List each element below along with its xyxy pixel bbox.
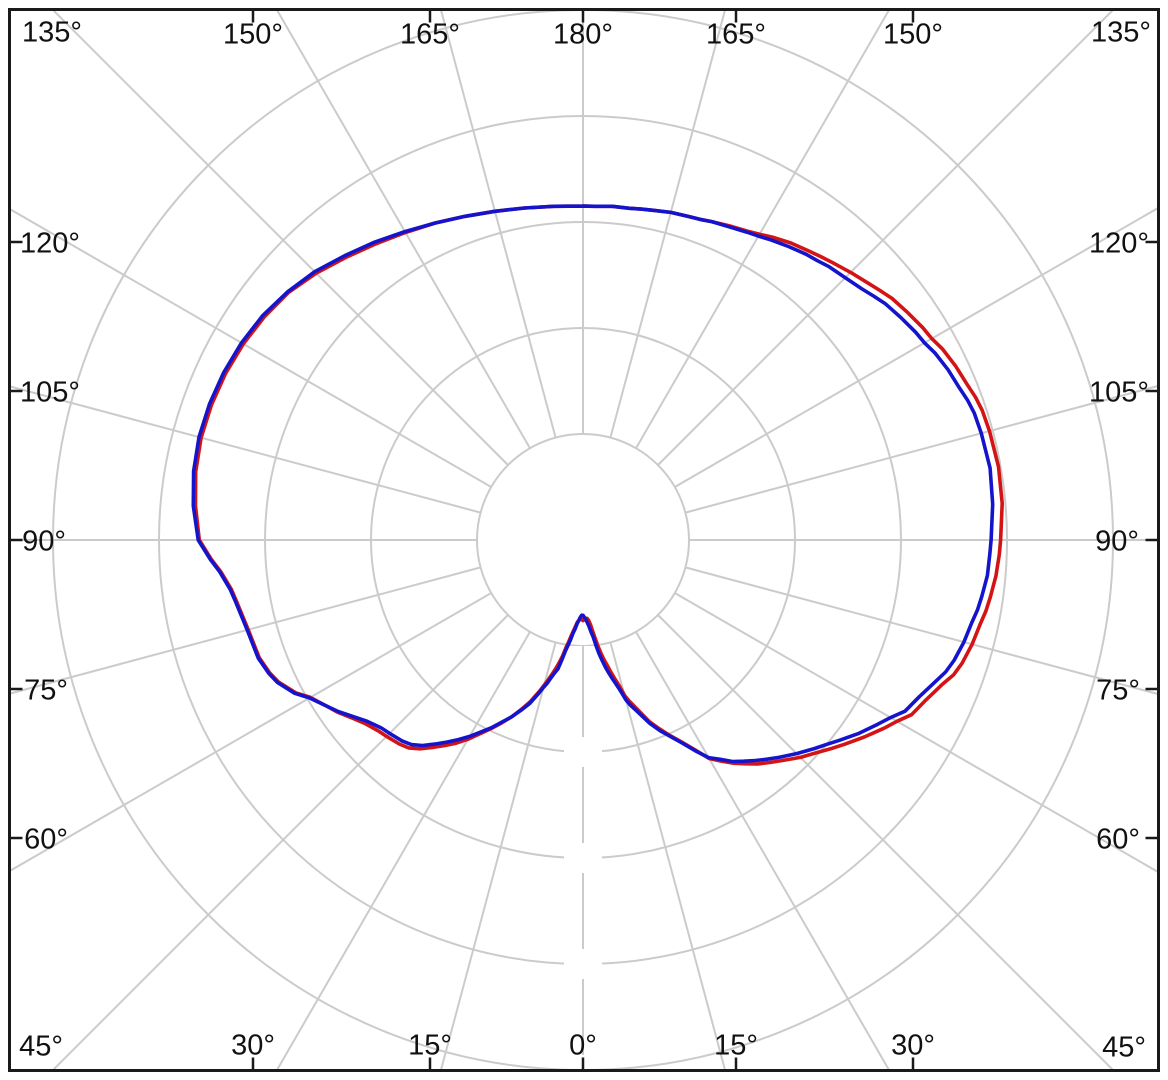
angle-label-0: 0° xyxy=(569,1029,597,1061)
angle-label-30: 30° xyxy=(231,1029,275,1061)
angle-label-165: 165° xyxy=(400,18,460,50)
angle-gridline--135 xyxy=(52,10,509,466)
angle-gridline--150 xyxy=(276,10,531,449)
angle-label-90: 90° xyxy=(22,525,66,557)
curve-plane-blue xyxy=(191,204,995,764)
angle-label-75: 75° xyxy=(1096,674,1140,706)
angle-gridline-165 xyxy=(609,10,726,438)
angle-gridline-150 xyxy=(635,10,890,449)
angle-gridline--165 xyxy=(440,10,557,438)
angle-label-120: 120° xyxy=(1089,227,1149,259)
angle-gridline--30 xyxy=(276,631,531,1070)
angle-label-30: 30° xyxy=(891,1029,935,1061)
angle-gridline-30 xyxy=(635,631,890,1070)
angle-label-105: 105° xyxy=(1089,376,1149,408)
angle-gridline--45 xyxy=(52,614,509,1070)
angle-label-90: 90° xyxy=(1095,525,1139,557)
angle-label-45: 45° xyxy=(1102,1031,1146,1063)
angle-label-45: 45° xyxy=(19,1030,63,1062)
angle-label-105: 105° xyxy=(20,376,80,408)
angle-gridline--120 xyxy=(10,208,492,488)
angle-gridline-75 xyxy=(685,566,1158,696)
angle-label-165: 165° xyxy=(706,18,766,50)
angle-gridline-120 xyxy=(674,207,1158,488)
angle-label-60: 60° xyxy=(24,823,68,855)
angle-label-60: 60° xyxy=(1096,823,1140,855)
angle-gridline-60 xyxy=(674,592,1158,873)
angle-label-bg xyxy=(0,0,4,2)
angle-gridline-135 xyxy=(657,10,1114,466)
angle-gridline-15 xyxy=(609,642,726,1070)
angle-label-120: 120° xyxy=(20,227,80,259)
angle-gridline-45 xyxy=(657,614,1114,1070)
angle-gridline--15 xyxy=(440,642,557,1070)
angle-label-15: 15° xyxy=(408,1029,452,1061)
angle-label-150: 150° xyxy=(223,18,283,50)
angle-gridline--60 xyxy=(10,592,492,872)
angle-label-135: 135° xyxy=(22,16,82,48)
angle-gridline-105 xyxy=(685,384,1158,514)
angle-label-15: 15° xyxy=(714,1029,758,1061)
angle-label-180: 180° xyxy=(553,18,613,50)
angle-label-150: 150° xyxy=(883,18,943,50)
angle-gridline--105 xyxy=(10,385,481,514)
angle-label-75: 75° xyxy=(24,674,68,706)
angle-label-135: 135° xyxy=(1091,16,1151,48)
angle-gridline--75 xyxy=(10,566,481,695)
